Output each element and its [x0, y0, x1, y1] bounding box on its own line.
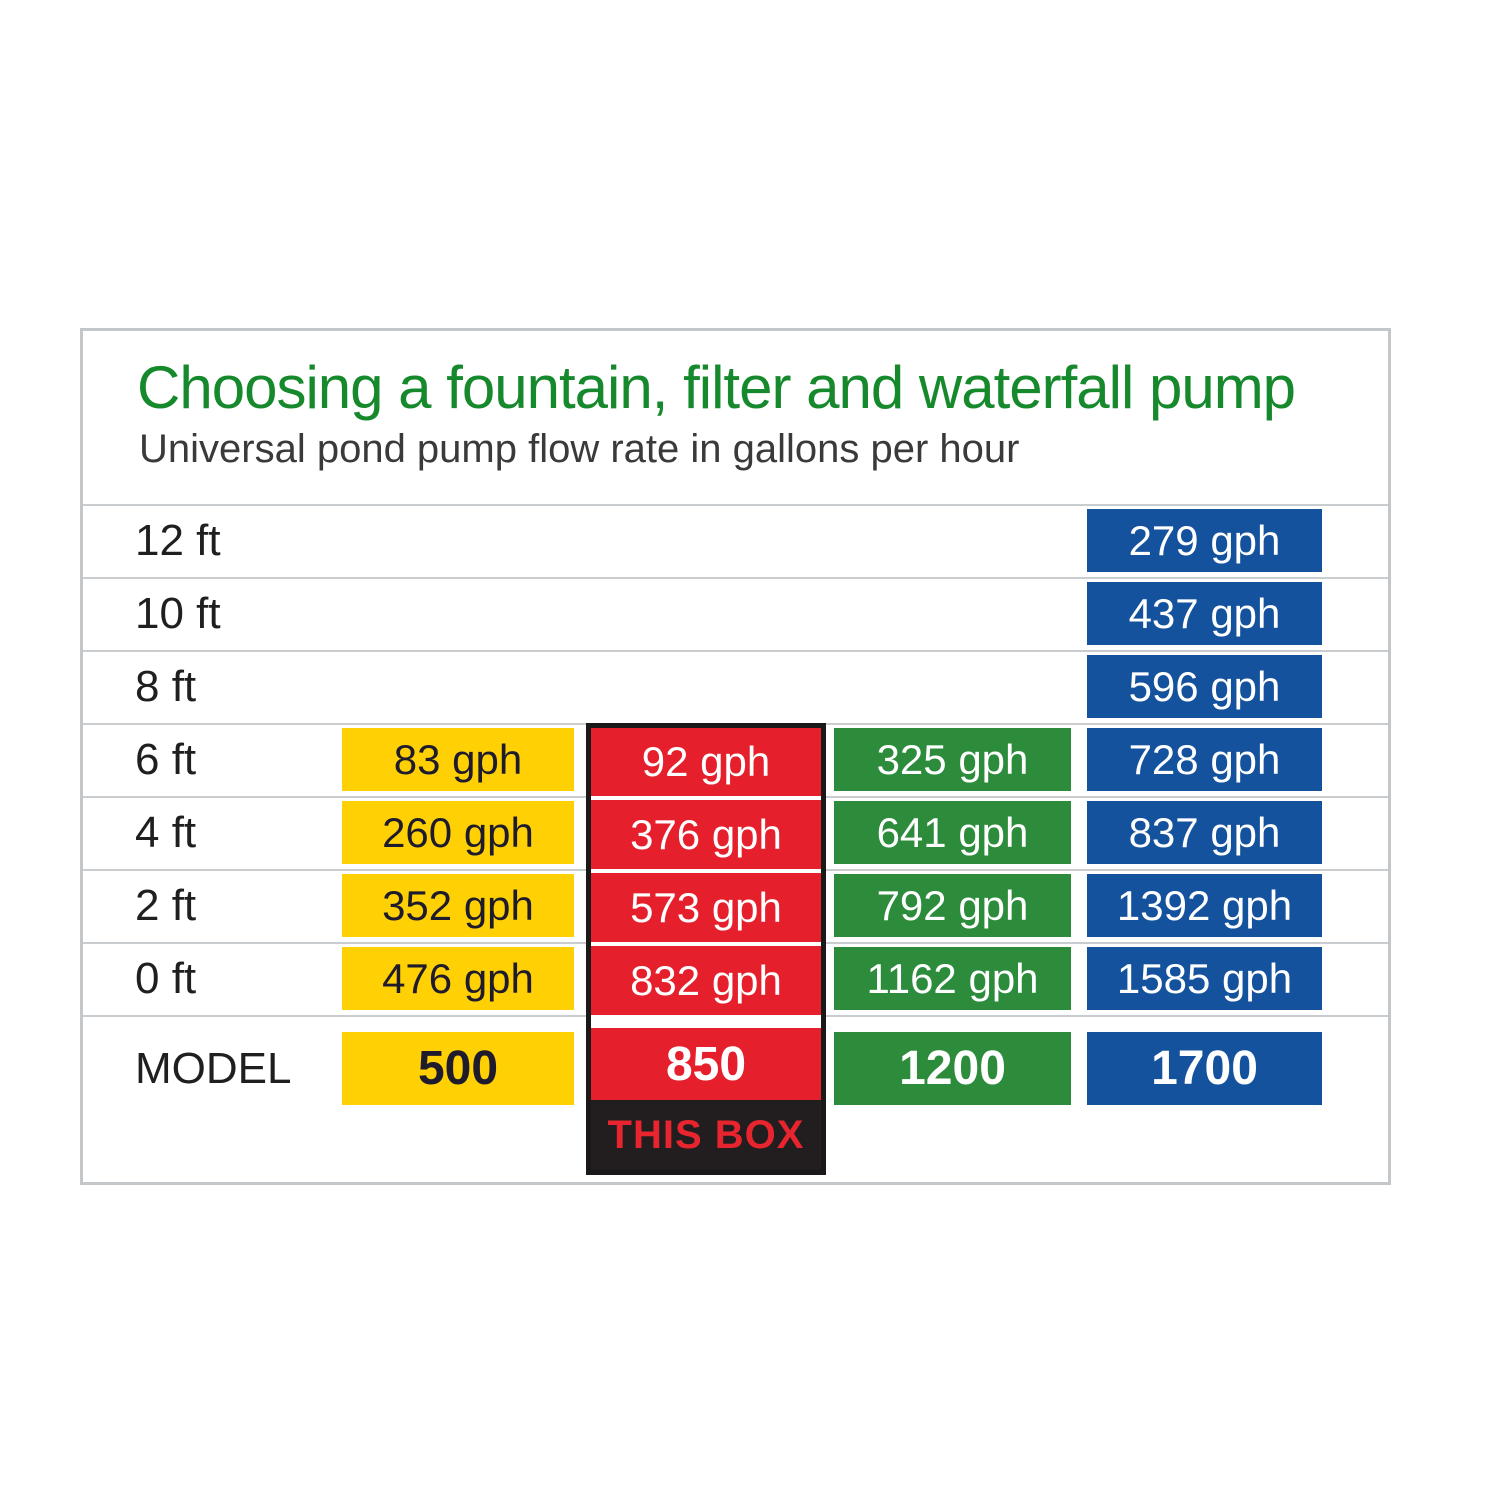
cell-1700-2ft: 1392 gph: [1087, 874, 1322, 937]
cell-1700-12ft: 279 gph: [1087, 509, 1322, 572]
chart-board: Choosing a fountain, filter and waterfal…: [80, 328, 1391, 1185]
row-label-4ft: 4 ft: [135, 808, 197, 857]
cell-500-2ft: 352 gph: [342, 874, 574, 937]
grid-line: [83, 504, 1388, 506]
cell-separator: [591, 942, 821, 946]
model-box-1700: 1700: [1087, 1032, 1322, 1105]
model-box-850: 850: [591, 1028, 821, 1100]
row-label-0ft: 0 ft: [135, 954, 197, 1003]
row-label-10ft: 10 ft: [135, 589, 221, 638]
cell-1200-6ft: 325 gph: [834, 728, 1071, 791]
cell-1200-2ft: 792 gph: [834, 874, 1071, 937]
chart-title: Choosing a fountain, filter and waterfal…: [137, 354, 1296, 421]
cell-separator: [591, 1015, 821, 1028]
cell-separator: [591, 869, 821, 873]
cell-850-6ft: 92 gph: [591, 728, 821, 796]
row-label-8ft: 8 ft: [135, 662, 197, 711]
cell-1700-10ft: 437 gph: [1087, 582, 1322, 645]
model-box-1200: 1200: [834, 1032, 1071, 1105]
cell-1700-4ft: 837 gph: [1087, 801, 1322, 864]
cell-1200-4ft: 641 gph: [834, 801, 1071, 864]
highlighted-column-850: 92 gph 376 gph 573 gph 832 gph 850 THIS …: [586, 723, 826, 1175]
row-label-model: MODEL: [135, 1044, 292, 1093]
grid-line: [83, 650, 1388, 652]
cell-850-2ft: 573 gph: [591, 873, 821, 942]
cell-1700-8ft: 596 gph: [1087, 655, 1322, 718]
model-box-500: 500: [342, 1032, 574, 1105]
cell-1700-0ft: 1585 gph: [1087, 947, 1322, 1010]
grid-line: [83, 577, 1388, 579]
this-box-badge: THIS BOX: [591, 1100, 821, 1170]
cell-500-4ft: 260 gph: [342, 801, 574, 864]
cell-1200-0ft: 1162 gph: [834, 947, 1071, 1010]
row-label-2ft: 2 ft: [135, 881, 197, 930]
cell-separator: [591, 796, 821, 800]
cell-500-6ft: 83 gph: [342, 728, 574, 791]
cell-850-4ft: 376 gph: [591, 800, 821, 869]
row-label-12ft: 12 ft: [135, 516, 221, 565]
row-label-6ft: 6 ft: [135, 735, 197, 784]
cell-850-0ft: 832 gph: [591, 946, 821, 1015]
cell-500-0ft: 476 gph: [342, 947, 574, 1010]
chart-subtitle: Universal pond pump flow rate in gallons…: [139, 427, 1020, 471]
cell-1700-6ft: 728 gph: [1087, 728, 1322, 791]
